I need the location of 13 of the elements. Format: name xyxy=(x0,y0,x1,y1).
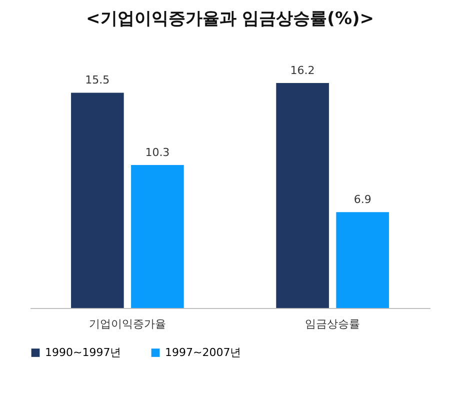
bar xyxy=(71,92,124,308)
bar xyxy=(276,83,329,308)
bar xyxy=(131,164,184,308)
x-tick-label: 기업이익증가율 xyxy=(88,318,166,330)
data-label: 15.5 xyxy=(85,74,110,87)
data-label: 16.2 xyxy=(290,64,315,77)
x-tick-label: 임금상승률 xyxy=(305,318,360,330)
bar xyxy=(336,212,389,308)
data-label: 6.9 xyxy=(354,193,372,206)
data-label: 10.3 xyxy=(145,146,170,159)
chart-title: <기업이익증가율과 임금상승률(%)> xyxy=(86,9,374,29)
legend-label: 1997~2007년 xyxy=(165,346,242,359)
legend-label: 1990~1997년 xyxy=(45,346,122,359)
